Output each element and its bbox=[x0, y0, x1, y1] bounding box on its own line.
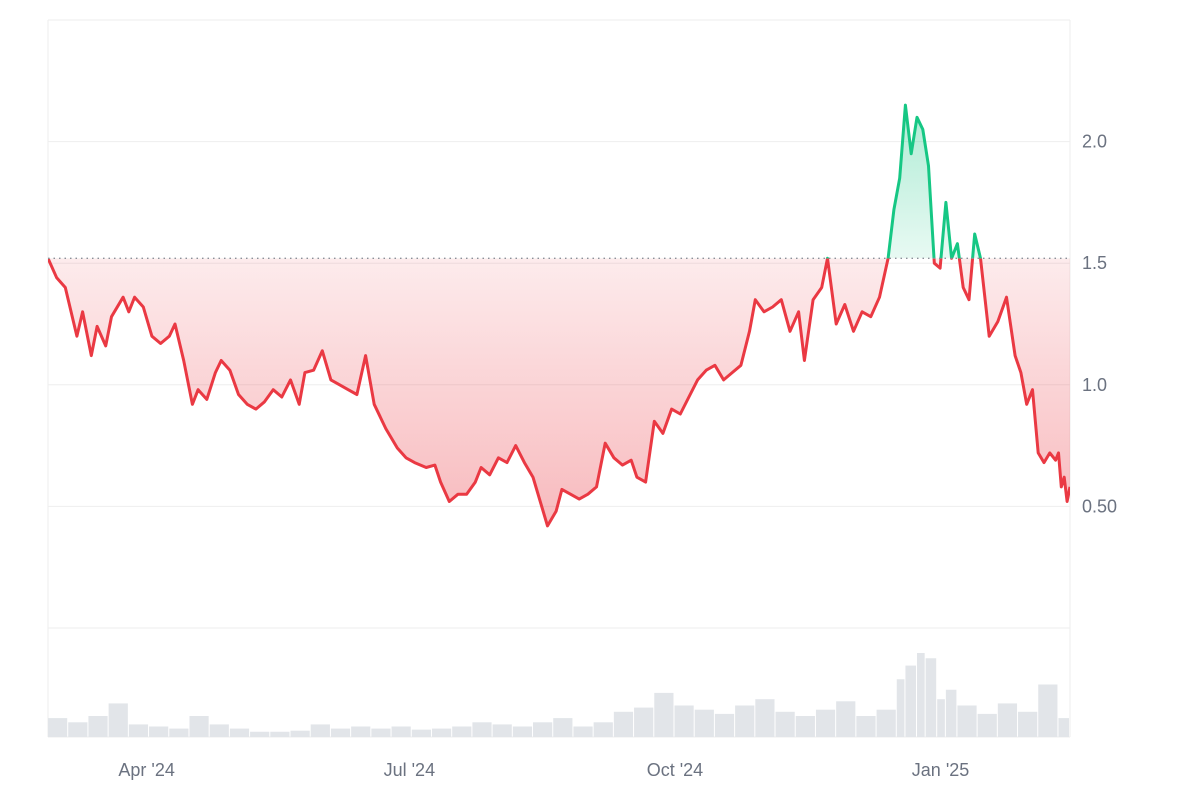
volume-bar bbox=[815, 709, 836, 737]
y-axis: 2.0 1.5 1.0 0.50 bbox=[1082, 132, 1117, 517]
volume-bar bbox=[957, 705, 977, 737]
volume-bar bbox=[411, 729, 431, 737]
y-tick-label: 1.0 bbox=[1082, 375, 1107, 395]
volume-bar bbox=[472, 722, 492, 737]
volume-bar bbox=[977, 713, 997, 737]
volume-bar bbox=[694, 709, 714, 737]
price-area bbox=[48, 105, 1070, 526]
volume-bar bbox=[593, 722, 613, 737]
volume-bar bbox=[1038, 684, 1058, 737]
volume-bar bbox=[68, 722, 88, 737]
volume-bar bbox=[48, 718, 68, 737]
volume-bar bbox=[533, 722, 553, 737]
price-line-above bbox=[48, 103, 983, 259]
volume-bar bbox=[452, 726, 472, 737]
volume-bar bbox=[573, 726, 593, 737]
volume-bar bbox=[735, 705, 755, 737]
volume-bar bbox=[512, 726, 533, 737]
volume-bar bbox=[250, 731, 270, 737]
volume-bar bbox=[431, 728, 452, 737]
x-tick-label: Jan '25 bbox=[912, 760, 969, 780]
volume-bar bbox=[169, 728, 189, 737]
volume-bar bbox=[925, 658, 937, 737]
volume-bar bbox=[896, 679, 905, 737]
y-tick-label: 0.50 bbox=[1082, 496, 1117, 516]
price-line-below bbox=[48, 258, 1070, 528]
volume-bar bbox=[795, 716, 815, 737]
volume-bar bbox=[492, 724, 512, 737]
volume-bar bbox=[310, 724, 330, 737]
volume-bar bbox=[937, 699, 945, 737]
area-below-baseline bbox=[48, 258, 1070, 526]
volume-bar bbox=[371, 728, 391, 737]
x-axis: Apr '24 Jul '24 Oct '24 Jan '25 bbox=[118, 760, 969, 780]
volume-bar bbox=[674, 705, 694, 737]
price-line bbox=[48, 103, 1070, 528]
volume-bar bbox=[1018, 711, 1038, 737]
volume-bar bbox=[108, 703, 128, 737]
volume-bar bbox=[209, 724, 229, 737]
volume-bar bbox=[905, 665, 916, 737]
volume-bar bbox=[270, 731, 290, 737]
volume-bar bbox=[916, 653, 925, 737]
volume-bar bbox=[714, 713, 735, 737]
volume-bar bbox=[553, 718, 573, 737]
volume-bar bbox=[290, 730, 310, 737]
volume-bar bbox=[755, 699, 775, 737]
volume-bar bbox=[189, 716, 209, 737]
volume-bar bbox=[330, 728, 351, 737]
volume-bar bbox=[654, 692, 674, 737]
x-tick-label: Oct '24 bbox=[647, 760, 703, 780]
y-tick-label: 2.0 bbox=[1082, 132, 1107, 152]
volume-bar bbox=[351, 726, 371, 737]
volume-bar bbox=[876, 709, 896, 737]
y-tick-label: 1.5 bbox=[1082, 253, 1107, 273]
volume-bar bbox=[613, 711, 634, 737]
volume-bar bbox=[229, 728, 250, 737]
volume-bar bbox=[836, 701, 856, 737]
volume-bar bbox=[88, 716, 108, 737]
volume-bar bbox=[634, 707, 654, 737]
x-tick-label: Apr '24 bbox=[118, 760, 174, 780]
volume-bar bbox=[128, 724, 149, 737]
x-tick-label: Jul '24 bbox=[384, 760, 435, 780]
volume-bars bbox=[48, 653, 1069, 737]
volume-bar bbox=[391, 726, 411, 737]
volume-bar bbox=[945, 689, 957, 737]
volume-bar bbox=[997, 703, 1018, 737]
volume-bar bbox=[149, 726, 169, 737]
volume-bar bbox=[856, 716, 876, 737]
volume-bar bbox=[775, 711, 795, 737]
volume-bar bbox=[1058, 718, 1069, 737]
